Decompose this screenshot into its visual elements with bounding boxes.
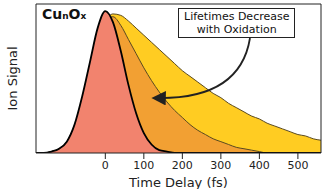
svg-text:100: 100: [133, 159, 154, 172]
html-text:CuₙOₓ: CuₙOₓ: [42, 6, 87, 22]
svg-text:500: 500: [287, 159, 308, 172]
svg-text:400: 400: [249, 159, 270, 172]
html-text:Lifetimes Decrease: Lifetimes Decrease: [184, 10, 290, 23]
svg-text:Time Delay (fs): Time Delay (fs): [128, 175, 228, 189]
svg-text:200: 200: [172, 159, 193, 172]
svg-text:0: 0: [102, 159, 109, 172]
svg-text:300: 300: [210, 159, 231, 172]
html-text:with Oxidation: with Oxidation: [196, 23, 277, 36]
svg-text:Ion Signal: Ion Signal: [8, 46, 20, 110]
